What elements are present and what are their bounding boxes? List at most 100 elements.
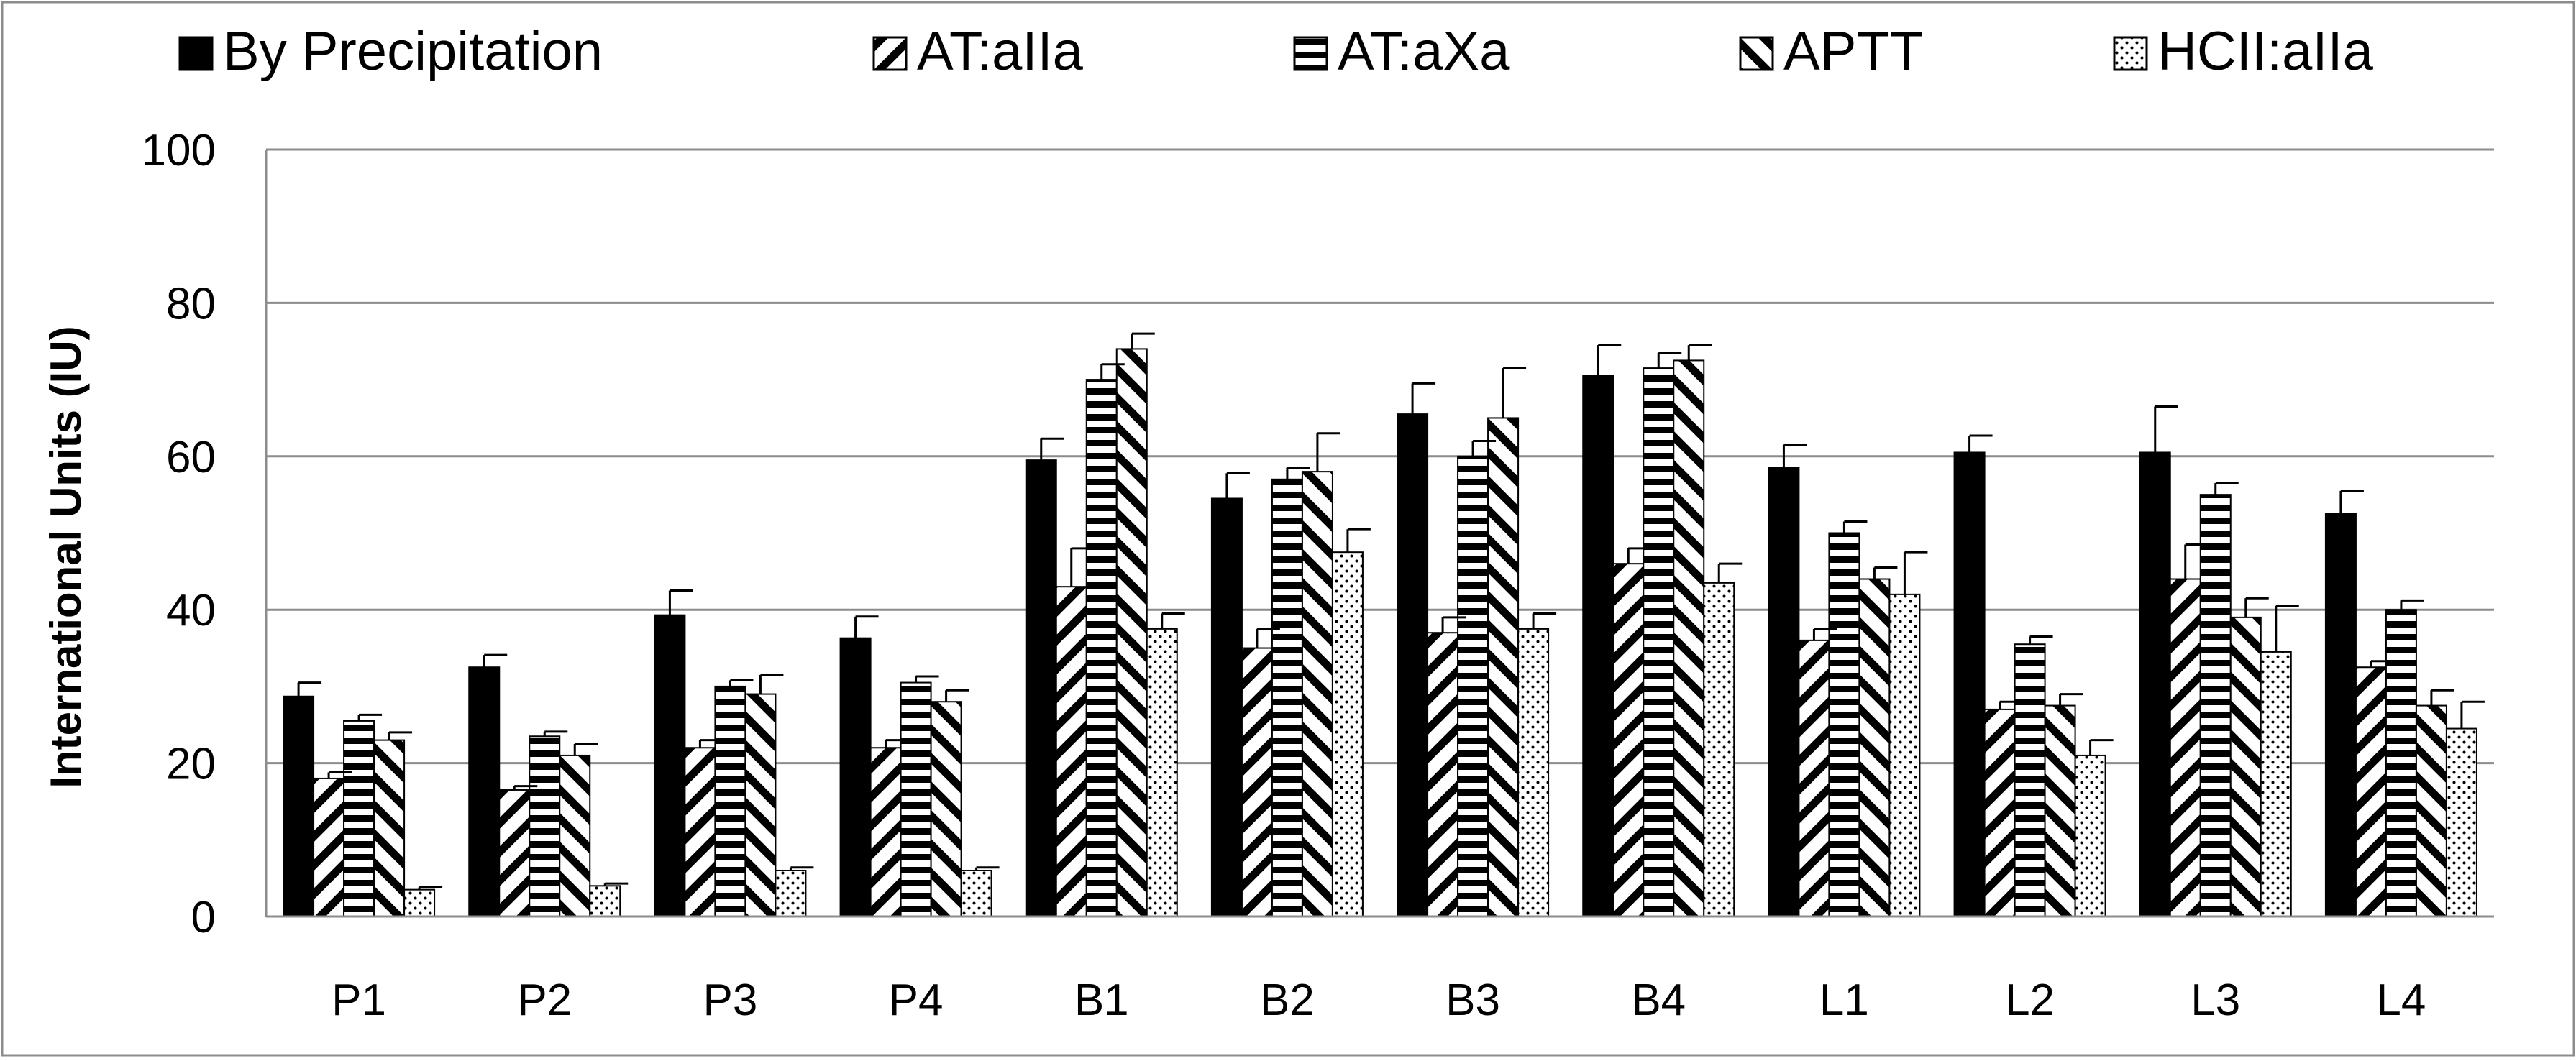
bar — [714, 685, 746, 918]
error-bar — [297, 681, 322, 697]
error-bar — [2339, 490, 2364, 514]
error-bar — [2400, 599, 2424, 610]
error-bar — [1812, 628, 1837, 640]
bar — [343, 720, 375, 917]
bar — [1427, 632, 1459, 918]
bar — [313, 777, 345, 917]
x-tick-label: P1 — [332, 975, 386, 1025]
error-bar — [1100, 363, 1125, 380]
bar — [1582, 375, 1614, 917]
legend-label: AT:aIIa — [917, 21, 1084, 82]
bar — [1055, 586, 1087, 917]
error-bar — [1286, 467, 1310, 479]
error-bar — [1316, 432, 1340, 472]
bar — [2169, 578, 2201, 918]
error-bar — [483, 653, 508, 668]
bar — [1397, 413, 1429, 917]
bar — [869, 747, 902, 918]
bar — [2324, 513, 2357, 917]
error-bar — [1346, 528, 1371, 553]
bar — [1146, 628, 1178, 917]
error-bar — [2214, 482, 2239, 495]
error-bar — [1225, 472, 1250, 499]
error-bar — [789, 866, 814, 871]
legend-swatch — [1293, 36, 1328, 71]
bar — [589, 885, 621, 917]
error-bar — [698, 739, 723, 748]
legend-swatch — [2113, 36, 2148, 71]
error-bar — [1256, 628, 1280, 648]
error-bar — [1627, 547, 1652, 564]
x-tick-label: L2 — [2005, 975, 2055, 1025]
error-bar — [1842, 520, 1868, 533]
bar — [1517, 628, 1550, 917]
bar — [1457, 455, 1489, 917]
bar — [2199, 494, 2232, 917]
x-tick-label: B1 — [1074, 975, 1129, 1025]
bar — [1798, 639, 1830, 917]
error-bar — [603, 882, 629, 886]
legend-label: APTT — [1783, 21, 1923, 82]
bar — [1858, 578, 1891, 918]
error-bars — [297, 332, 2485, 890]
bar — [2044, 704, 2076, 917]
x-tick-label: L3 — [2191, 975, 2240, 1025]
error-bar — [327, 771, 352, 778]
error-bar — [2029, 635, 2053, 645]
x-tick-label: L1 — [1819, 975, 1869, 1025]
bar — [559, 754, 591, 918]
bar — [1241, 647, 1273, 917]
error-bar — [915, 675, 939, 683]
error-bar — [418, 886, 443, 890]
x-tick-label: P3 — [703, 975, 757, 1025]
legend: By Precipitation AT:aIIa AT:aXa APTT HCII:aI… — [178, 21, 2374, 82]
error-bar — [975, 866, 1000, 871]
error-bar — [1597, 344, 1622, 376]
bar — [1271, 478, 1303, 917]
x-tick-label: B3 — [1445, 975, 1500, 1025]
bar — [1643, 367, 1675, 917]
error-bar — [2275, 605, 2299, 652]
x-tick-label: B4 — [1631, 975, 1686, 1025]
y-axis-label: International Units (IU) — [42, 326, 90, 788]
error-bar — [1070, 547, 1095, 587]
error-bar — [1717, 562, 1743, 583]
bar — [744, 693, 777, 917]
bar — [1331, 551, 1364, 917]
legend-item: AT:aXa — [1293, 21, 1510, 82]
error-bar — [1903, 551, 1928, 594]
legend-item: AT:aIIa — [872, 21, 1084, 82]
bar — [1953, 451, 1986, 917]
bar — [2415, 704, 2447, 917]
y-tick-label: 60 — [166, 433, 216, 482]
error-bar — [759, 674, 784, 694]
legend-swatch — [1739, 36, 1774, 71]
error-bar — [668, 589, 693, 615]
bar — [2385, 609, 2417, 917]
bar — [403, 888, 436, 918]
bar — [2355, 666, 2387, 917]
gridlines — [266, 148, 2494, 765]
error-bar — [2059, 693, 2083, 706]
bar — [654, 614, 686, 917]
legend-label: By Precipitation — [223, 21, 603, 82]
bar — [775, 869, 807, 917]
error-bar — [2089, 739, 2114, 755]
y-tick-label: 80 — [166, 279, 216, 329]
error-bar — [1161, 612, 1185, 629]
error-bar — [1873, 566, 1898, 579]
legend-swatch — [872, 36, 908, 71]
bar — [2229, 616, 2262, 917]
bar — [373, 739, 406, 917]
x-tick-label: B2 — [1260, 975, 1315, 1025]
bar — [930, 701, 962, 917]
bar — [1828, 532, 1860, 917]
error-bar — [1782, 444, 1807, 468]
x-tick-label: L4 — [2376, 975, 2426, 1025]
bar — [2139, 451, 2171, 917]
bar — [468, 666, 501, 917]
error-bar — [1441, 616, 1466, 633]
error-bar — [1131, 332, 1155, 349]
